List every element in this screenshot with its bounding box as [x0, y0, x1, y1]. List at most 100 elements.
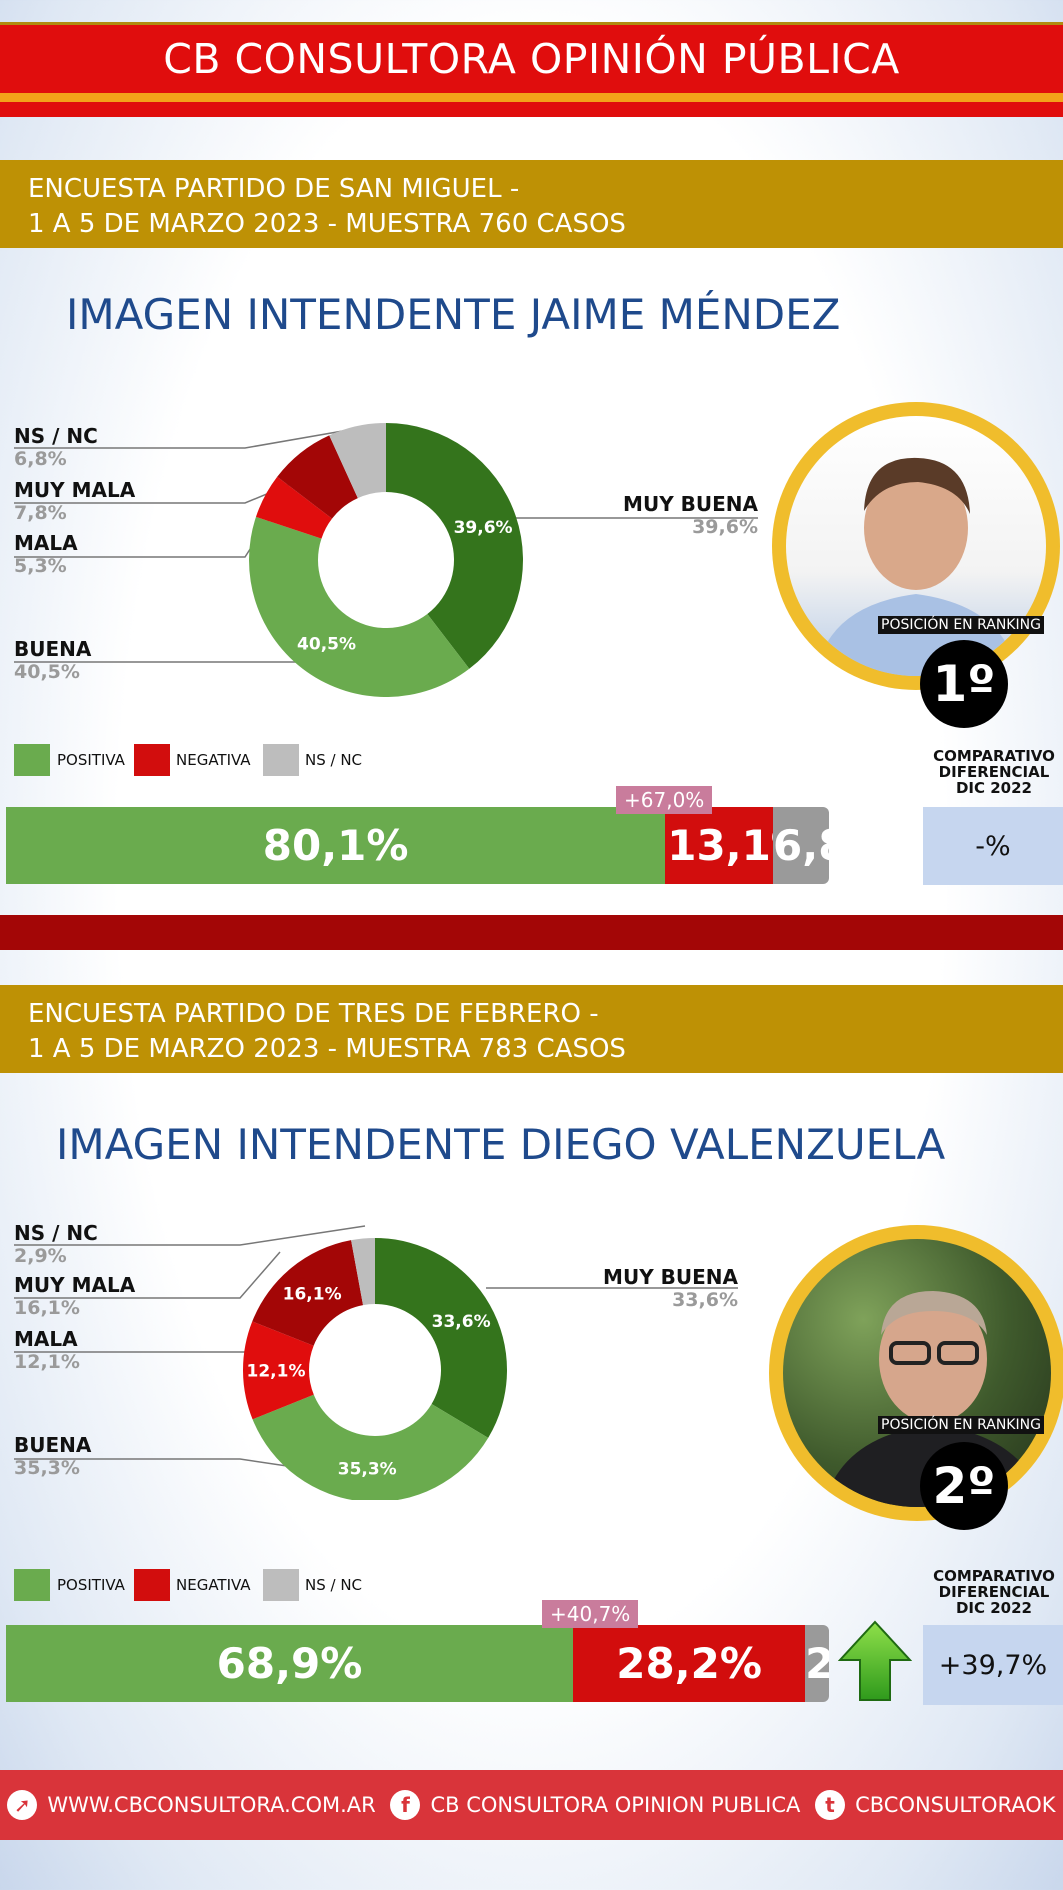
header-stripe	[0, 93, 1063, 102]
donut-slice-label-mala: 12,1%	[247, 1361, 306, 1381]
leader-line	[14, 477, 306, 504]
label-mala-2: MALA 12,1%	[14, 1327, 80, 1373]
comparativo-label-line: DIFERENCIAL	[938, 1583, 1050, 1601]
comparativo-label-line: COMPARATIVO	[933, 1567, 1055, 1585]
donut-slice-mala	[255, 476, 333, 539]
donut-slice-muymala	[277, 435, 358, 519]
label-name: MALA	[14, 531, 78, 555]
header-title: CB CONSULTORA OPINIÓN PÚBLICA	[163, 35, 900, 83]
legend-swatch-nsnc	[263, 744, 299, 776]
bar-nsnc: 2,9%	[805, 1625, 829, 1702]
label-buena-1: BUENA 40,5%	[14, 637, 91, 683]
mayor-photo-1	[786, 416, 1046, 676]
label-nsnc-1: NS / NC 6,8%	[14, 424, 98, 470]
footer-bar: ➚ WWW.CBCONSULTORA.COM.AR f CB CONSULTOR…	[0, 1770, 1063, 1840]
label-nsnc-2: NS / NC 2,9%	[14, 1221, 98, 1267]
legend-positiva: POSITIVA	[57, 1576, 125, 1594]
donut-slice-buena	[249, 516, 470, 697]
donut-slice-label-muymala: 16,1%	[283, 1285, 342, 1305]
donut-slice-nsnc	[351, 1238, 375, 1306]
bar-nsnc-value: 2,9%	[805, 1639, 829, 1688]
label-pct: 5,3%	[14, 555, 67, 577]
label-name: NS / NC	[14, 424, 98, 448]
bar-positiva: 80,1%	[6, 807, 666, 884]
legend-nsnc: NS / NC	[305, 1576, 363, 1594]
bar-positiva-value: 68,9%	[216, 1639, 363, 1688]
label-buena-2: BUENA 35,3%	[14, 1433, 91, 1479]
donut-slices	[242, 1238, 507, 1500]
comparativo-value-2: +39,7%	[923, 1625, 1063, 1705]
label-muybuena-2: MUY BUENA 33,6%	[590, 1265, 738, 1311]
bar-negativa-value: 28,2%	[616, 1639, 762, 1688]
label-pct: 7,8%	[14, 502, 67, 524]
legend-swatch-negativa	[134, 744, 170, 776]
label-pct: 33,6%	[672, 1289, 738, 1311]
comparativo-label-2: COMPARATIVO DIFERENCIAL DIC 2022	[922, 1568, 1063, 1616]
footer-twitter[interactable]: t CBCONSULTORAOK	[815, 1790, 1056, 1820]
portrait-frame-2	[769, 1225, 1063, 1521]
diff-tag-1: +67,0%	[616, 786, 713, 814]
label-pct: 2,9%	[14, 1245, 67, 1267]
label-name: MUY BUENA	[603, 1265, 738, 1289]
bar-positiva: 68,9%	[6, 1625, 574, 1702]
label-pct: 40,5%	[14, 661, 80, 683]
label-mala-1: MALA 5,3%	[14, 531, 78, 577]
header-band: CB CONSULTORA OPINIÓN PÚBLICA	[0, 22, 1063, 117]
facebook-icon: f	[390, 1790, 421, 1820]
donut-slice-muybuena	[375, 1238, 507, 1438]
donut-slice-muymala	[252, 1240, 364, 1346]
label-muymala-1: MUY MALA 7,8%	[14, 478, 135, 524]
up-arrow-icon	[838, 1620, 912, 1701]
stacked-bar-1: 80,1% 13,1% 6,8%	[6, 807, 829, 884]
survey-1-line-2: 1 A 5 DE MARZO 2023 - MUESTRA 760 CASOS	[28, 209, 626, 239]
section-divider	[0, 915, 1063, 950]
label-pct: 35,3%	[14, 1457, 80, 1479]
donut-slice-muybuena	[386, 423, 523, 669]
donut-slice-label-buena: 35,3%	[338, 1460, 397, 1480]
leader-line	[14, 511, 275, 558]
cursor-click-icon: ➚	[7, 1790, 38, 1820]
legend-nsnc: NS / NC	[305, 751, 363, 769]
stacked-bar-2: 68,9% 28,2% 2,9%	[6, 1625, 829, 1702]
bar-positiva-value: 80,1%	[262, 821, 409, 870]
survey-2-line-1: ENCUESTA PARTIDO DE TRES DE FEBRERO -	[28, 999, 599, 1029]
donut-slices	[249, 423, 523, 697]
footer-website[interactable]: ➚ WWW.CBCONSULTORA.COM.AR	[7, 1790, 376, 1820]
survey-banner-2: ENCUESTA PARTIDO DE TRES DE FEBRERO - 1 …	[0, 985, 1063, 1073]
label-muybuena-1: MUY BUENA 39,6%	[613, 492, 758, 538]
legend-negativa: NEGATIVA	[176, 751, 251, 769]
comparativo-value-1: -%	[923, 807, 1063, 885]
ranking-caption-1: POSICIÓN EN RANKING	[878, 616, 1044, 634]
legend-swatch-positiva	[14, 744, 50, 776]
footer-website-text: WWW.CBCONSULTORA.COM.AR	[47, 1793, 376, 1817]
label-name: MUY MALA	[14, 478, 136, 502]
leader-line	[14, 1225, 366, 1246]
donut-slice-buena	[252, 1394, 489, 1500]
label-name: BUENA	[14, 637, 92, 661]
comparativo-label-1: COMPARATIVO DIFERENCIAL DIC 2022	[922, 748, 1063, 796]
donut-slice-label-buena: 40,5%	[297, 634, 356, 654]
ranking-badge-1: 1º	[920, 640, 1008, 728]
donut-slice-label-muybuena: 39,6%	[454, 518, 513, 538]
twitter-icon: t	[815, 1790, 846, 1820]
survey-banner-1: ENCUESTA PARTIDO DE SAN MIGUEL - 1 A 5 D…	[0, 160, 1063, 248]
footer-facebook[interactable]: f CB CONSULTORA OPINION PUBLICA	[390, 1790, 800, 1820]
bar-negativa-value: 13,1%	[667, 821, 775, 870]
donut-slice-labels: 33,6% 35,3% 12,1% 16,1%	[247, 1285, 491, 1480]
label-name: BUENA	[14, 1433, 92, 1457]
label-name: MUY BUENA	[623, 492, 758, 516]
comparativo-label-line: COMPARATIVO	[933, 747, 1055, 765]
bar-negativa: 28,2%	[573, 1625, 806, 1702]
label-pct: 16,1%	[14, 1297, 80, 1319]
bar-nsnc-value: 6,8%	[773, 821, 829, 870]
legend-swatch-positiva	[14, 1569, 50, 1601]
bar-negativa: 13,1%	[665, 807, 776, 884]
label-name: NS / NC	[14, 1221, 98, 1245]
label-pct: 6,8%	[14, 448, 67, 470]
donut-chart-2: 33,6% 35,3% 12,1% 16,1%	[14, 1225, 738, 1500]
label-name: MALA	[14, 1327, 78, 1351]
portrait-frame-1	[772, 402, 1060, 690]
donut-slice-labels: 39,6% 40,5%	[297, 518, 513, 654]
diff-tag-2: +40,7%	[542, 1600, 639, 1628]
mayor-title-1: IMAGEN INTENDENTE JAIME MÉNDEZ	[66, 290, 841, 339]
